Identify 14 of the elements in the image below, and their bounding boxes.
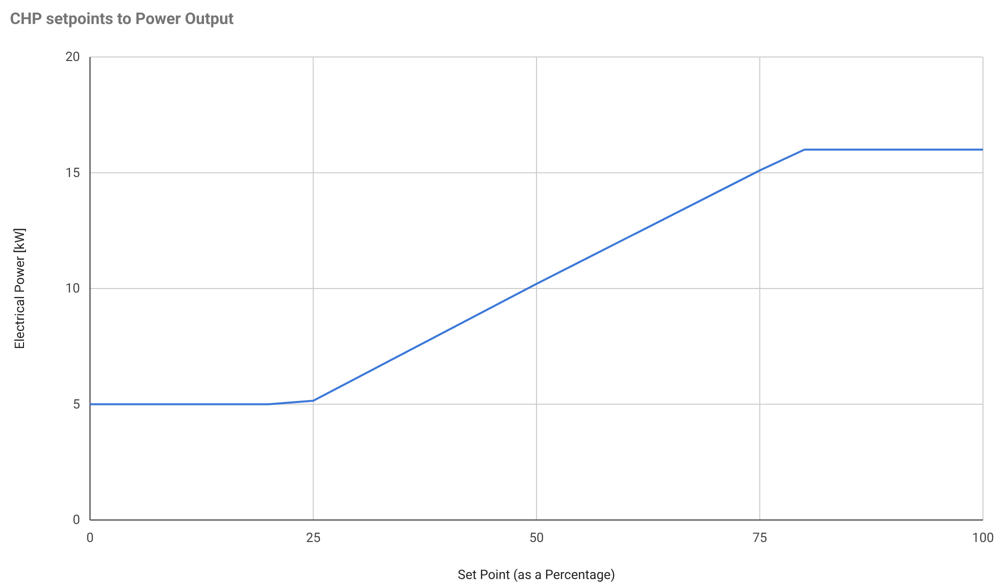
x-tick-label: 75	[752, 531, 768, 546]
x-tick-label: 25	[306, 531, 321, 546]
y-tick-label: 10	[65, 282, 80, 296]
y-axis-title: Electrical Power [kW]	[13, 228, 28, 350]
x-tick-label: 0	[86, 531, 94, 546]
x-tick-label: 50	[529, 531, 544, 546]
x-tick-label: 100	[972, 531, 994, 546]
y-tick-label: 0	[72, 513, 80, 528]
y-tick-label: 20	[65, 50, 80, 65]
x-axis-title: Set Point (as a Percentage)	[458, 568, 616, 583]
y-tick-label: 15	[65, 166, 80, 181]
line-series	[89, 148, 984, 406]
chart-title: CHP setpoints to Power Output	[10, 9, 234, 28]
y-tick-label: 5	[72, 397, 80, 412]
